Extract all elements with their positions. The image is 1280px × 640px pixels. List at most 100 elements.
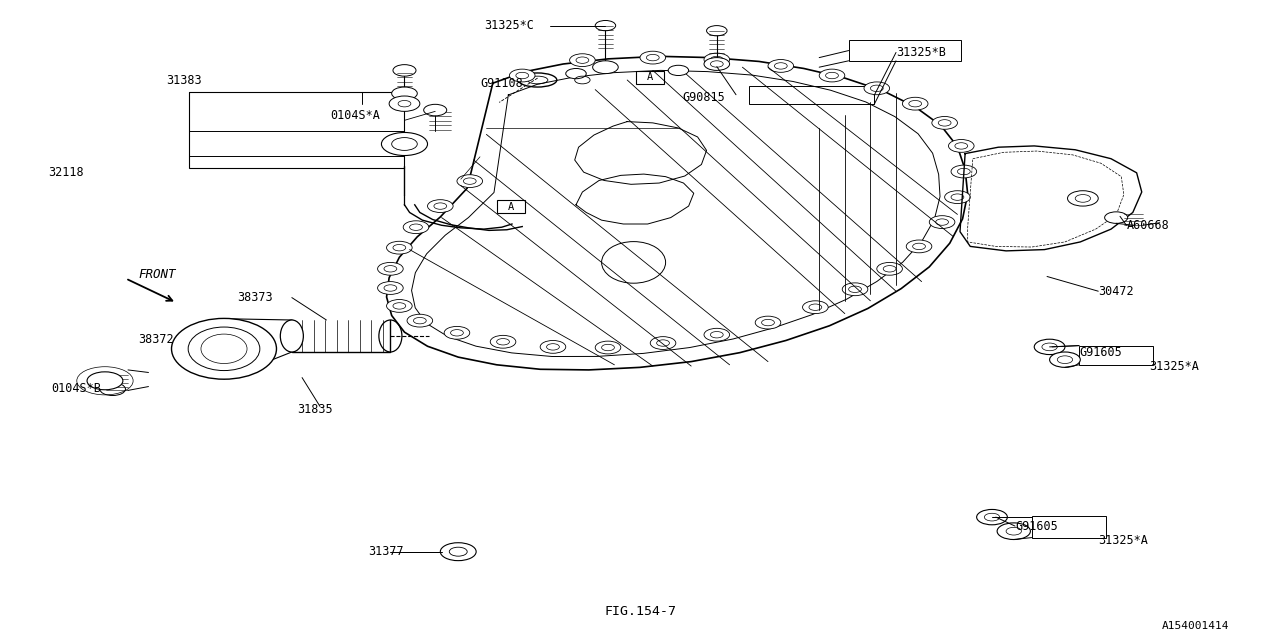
Circle shape [389,96,420,111]
Bar [849,40,961,61]
Circle shape [849,286,861,292]
Circle shape [657,340,669,346]
Circle shape [877,262,902,275]
Circle shape [595,20,616,31]
Circle shape [774,63,787,69]
Circle shape [955,143,968,149]
Text: 0104S*B: 0104S*B [51,382,101,395]
Text: 31383: 31383 [166,74,202,86]
Circle shape [570,54,595,67]
Circle shape [1050,352,1080,367]
Bar [636,71,664,84]
Circle shape [387,300,412,312]
Text: 31325*C: 31325*C [484,19,534,32]
Circle shape [602,344,614,351]
Circle shape [381,132,428,156]
Bar [1032,516,1106,538]
Circle shape [951,194,964,200]
Circle shape [403,221,429,234]
Circle shape [883,266,896,272]
Circle shape [593,61,618,74]
Circle shape [668,65,689,76]
Circle shape [490,335,516,348]
Circle shape [410,224,422,230]
Text: A: A [648,72,653,83]
Circle shape [392,87,417,100]
Bar [497,200,525,213]
Circle shape [1068,191,1098,206]
Text: 31377: 31377 [369,545,404,558]
Circle shape [87,372,123,390]
Bar [189,92,404,168]
Circle shape [948,140,974,152]
Text: A60668: A60668 [1126,219,1169,232]
Text: G91108: G91108 [480,77,522,90]
Bar [1079,346,1153,365]
Circle shape [951,165,977,178]
Circle shape [762,319,774,326]
Circle shape [384,266,397,272]
Circle shape [826,72,838,79]
Circle shape [819,69,845,82]
Circle shape [444,326,470,339]
Text: FRONT: FRONT [138,268,175,281]
Circle shape [540,340,566,353]
Circle shape [428,200,453,212]
Circle shape [704,328,730,341]
Text: G91605: G91605 [1079,346,1121,358]
Circle shape [547,344,559,350]
Circle shape [704,58,730,70]
Circle shape [516,72,529,79]
Circle shape [509,69,535,82]
Circle shape [902,97,928,110]
Circle shape [870,85,883,92]
Circle shape [936,219,948,225]
Text: A: A [508,202,513,212]
Circle shape [393,65,416,76]
Circle shape [595,341,621,354]
Circle shape [842,283,868,296]
Ellipse shape [280,320,303,352]
Circle shape [957,168,970,175]
Text: G90815: G90815 [682,92,724,104]
Circle shape [809,304,822,310]
Circle shape [393,244,406,251]
Text: 38373: 38373 [237,291,273,304]
Bar [749,86,874,104]
Circle shape [864,82,890,95]
Circle shape [566,68,586,79]
Circle shape [755,316,781,329]
Circle shape [392,138,417,150]
Text: 31325*A: 31325*A [1098,534,1148,547]
Circle shape [977,509,1007,525]
Circle shape [640,51,666,64]
Text: 31325*B: 31325*B [896,46,946,59]
Circle shape [909,100,922,107]
Text: 38372: 38372 [138,333,174,346]
Text: 30472: 30472 [1098,285,1134,298]
Circle shape [906,240,932,253]
Circle shape [710,56,723,63]
Text: 31325*A: 31325*A [1149,360,1199,372]
Circle shape [100,383,125,396]
Circle shape [929,216,955,228]
Ellipse shape [172,319,276,379]
Circle shape [932,116,957,129]
Text: A154001414: A154001414 [1161,621,1229,631]
Circle shape [650,337,676,349]
Circle shape [407,314,433,327]
Text: 32118: 32118 [49,166,84,179]
Circle shape [938,120,951,126]
Circle shape [451,330,463,336]
Circle shape [768,60,794,72]
Circle shape [1034,339,1065,355]
Circle shape [710,332,723,338]
Circle shape [434,203,447,209]
Circle shape [378,262,403,275]
Circle shape [387,241,412,254]
Circle shape [704,53,730,66]
Text: FIG.154-7: FIG.154-7 [604,605,676,618]
Circle shape [646,54,659,61]
Circle shape [576,57,589,63]
Circle shape [497,339,509,345]
